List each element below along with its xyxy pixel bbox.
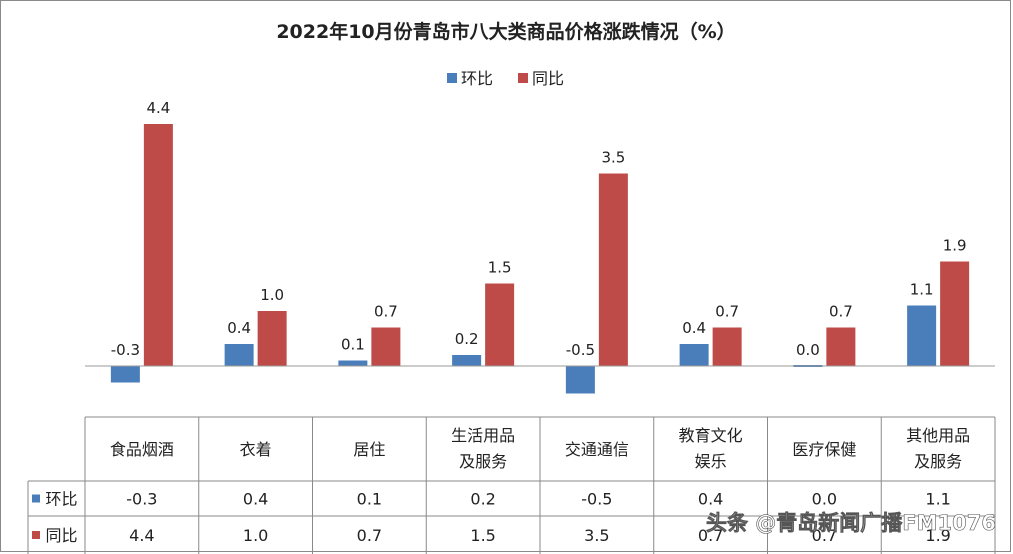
data-label-yoy-8: 1.9 [943, 237, 967, 255]
legend-swatch-2 [518, 73, 528, 83]
table-row-key-yoy [32, 531, 40, 539]
table-cell-yoy-4: 1.5 [470, 526, 495, 545]
category-label-2: 衣着 [240, 440, 272, 459]
category-label-4-line-1: 生活用品 [451, 426, 515, 445]
bar-yoy-2 [257, 311, 287, 366]
table-cell-mom-2: 0.4 [243, 490, 268, 509]
category-label-8-line-2: 及服务 [914, 452, 962, 471]
table-cell-yoy-2: 1.0 [243, 526, 268, 545]
bar-mom-3 [338, 360, 368, 366]
bar-yoy-5 [598, 173, 628, 366]
data-label-yoy-6: 0.7 [715, 303, 739, 321]
table-cell-yoy-3: 0.7 [357, 526, 382, 545]
data-label-mom-8: 1.1 [910, 281, 934, 299]
data-label-yoy-1: 4.4 [146, 99, 170, 117]
bar-mom-2 [224, 344, 254, 366]
data-label-yoy-5: 3.5 [601, 149, 625, 167]
bar-mom-8 [907, 305, 937, 366]
category-label-4-line-2: 及服务 [459, 452, 507, 471]
data-label-mom-2: 0.4 [227, 319, 251, 337]
bar-mom-6 [679, 344, 709, 366]
legend-label-1: 环比 [461, 69, 493, 88]
legend-swatch-1 [447, 73, 457, 83]
category-label-6-line-1: 教育文化 [679, 426, 743, 445]
table-cell-mom-6: 0.4 [698, 490, 723, 509]
bar-mom-4 [452, 355, 482, 366]
bar-yoy-6 [712, 327, 742, 366]
table-row-head-mom: 环比 [45, 490, 77, 509]
table-cell-yoy-6: 0.7 [698, 526, 723, 545]
category-label-5: 交通通信 [565, 440, 629, 459]
table-row-head-yoy: 同比 [45, 526, 77, 545]
chart-title: 2022年10月份青岛市八大类商品价格涨跌情况（%） [276, 20, 735, 43]
data-label-mom-5: -0.5 [566, 341, 595, 359]
table-cell-mom-4: 0.2 [470, 490, 495, 509]
bar-yoy-4 [485, 283, 515, 366]
data-label-yoy-3: 0.7 [374, 303, 398, 321]
data-label-yoy-7: 0.7 [829, 303, 853, 321]
legend-label-2: 同比 [532, 69, 564, 88]
data-label-mom-3: 0.1 [341, 336, 365, 354]
data-label-yoy-4: 1.5 [488, 259, 512, 277]
bar-yoy-7 [826, 327, 856, 366]
table-cell-yoy-7: 0.7 [812, 526, 837, 545]
table-cell-yoy-1: 4.4 [129, 526, 154, 545]
category-label-1: 食品烟酒 [110, 440, 174, 459]
watermark-text: 头条 @青岛新闻广播FM1076 [706, 511, 996, 535]
data-label-mom-4: 0.2 [455, 330, 479, 348]
table-cell-mom-5: -0.5 [581, 490, 612, 509]
data-label-mom-1: -0.3 [111, 341, 140, 359]
table-cell-mom-8: 1.1 [925, 490, 950, 509]
table-cell-mom-1: -0.3 [126, 490, 157, 509]
table-cell-mom-3: 0.1 [357, 490, 382, 509]
category-label-6-line-2: 娱乐 [695, 452, 727, 471]
table-row-key-mom [32, 494, 40, 503]
bar-mom-5 [565, 366, 595, 394]
bar-mom-1 [110, 366, 140, 383]
bar-yoy-1 [143, 124, 173, 366]
data-label-yoy-2: 1.0 [260, 286, 284, 304]
table-cell-mom-7: 0.0 [812, 490, 837, 509]
bar-yoy-8 [940, 261, 970, 366]
table-cell-yoy-5: 3.5 [584, 526, 609, 545]
data-label-mom-6: 0.4 [682, 319, 706, 337]
category-label-8-line-1: 其他用品 [906, 426, 970, 445]
category-label-7: 医疗保健 [792, 440, 856, 459]
data-label-mom-7: 0.0 [796, 341, 820, 359]
table-cell-yoy-8: 1.9 [925, 526, 950, 545]
bar-yoy-3 [371, 327, 401, 366]
category-label-3: 居住 [353, 440, 385, 459]
